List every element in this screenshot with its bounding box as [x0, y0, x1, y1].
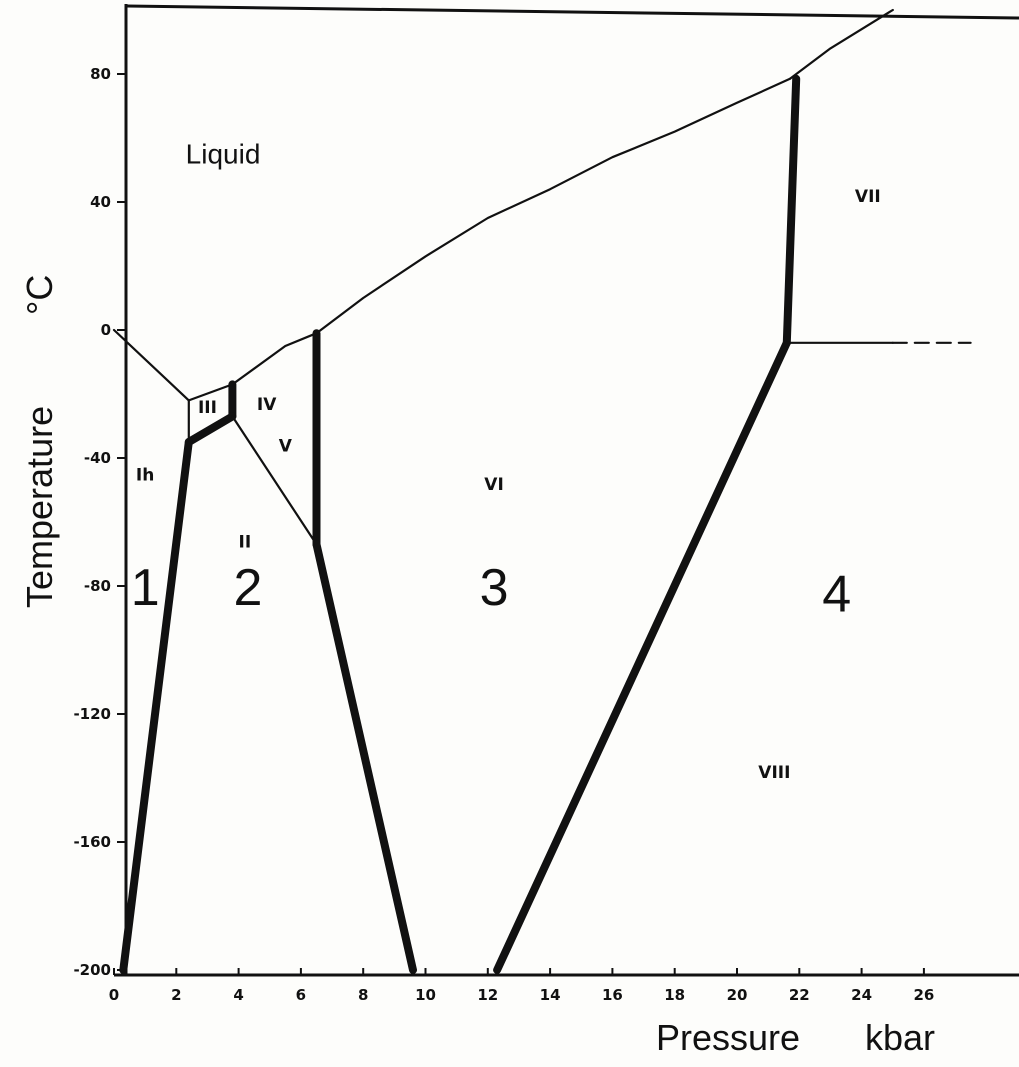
x-tick-label: 22 [789, 986, 810, 1004]
x-tick-label: 16 [602, 986, 623, 1004]
x-tick-label: 8 [358, 986, 368, 1004]
phase-label: Liquid [186, 139, 261, 170]
y-axis-unit: °C [19, 275, 60, 315]
x-tick-label: 2 [171, 986, 181, 1004]
boundary-VI-VIII [493, 338, 791, 974]
x-tick-label: 14 [540, 986, 561, 1004]
region-label: 3 [480, 559, 509, 617]
boundary-V-II [231, 415, 318, 546]
boundary-liquid-VII [788, 8, 894, 80]
x-axis-title: Pressure [656, 1017, 800, 1058]
y-tick-label: 40 [90, 193, 111, 211]
phase-label: II [239, 533, 252, 553]
boundary-liquid-Ih [112, 328, 190, 402]
x-tick-label: 12 [477, 986, 498, 1004]
x-tick-label: 18 [664, 986, 685, 1004]
region-label: 1 [131, 559, 160, 617]
phase-boundaries [112, 8, 972, 974]
y-tick-label: -40 [84, 449, 111, 467]
y-tick-label: -120 [73, 705, 111, 723]
y-tick-label: 80 [90, 65, 111, 83]
phase-label: VIII [758, 763, 790, 783]
top-border-line [125, 4, 1019, 20]
plot-frame [114, 4, 1019, 977]
boundary-liquid-VI [315, 77, 792, 335]
x-tick-label: 20 [727, 986, 748, 1004]
boundary-II-VI [312, 540, 417, 974]
x-tick-label: 24 [851, 986, 872, 1004]
region-label: 4 [822, 566, 851, 624]
boundary-liquid-III [187, 383, 234, 402]
y-axis-title: Temperature [19, 406, 60, 608]
phase-label: III [198, 398, 217, 418]
y-tick-label: -160 [73, 833, 111, 851]
x-axis-unit: kbar [865, 1017, 935, 1058]
phase-label: Ih [136, 465, 154, 485]
y-tick-label: -200 [73, 961, 111, 979]
boundary-III-II [184, 412, 237, 446]
boundary-liquid-V [231, 332, 318, 386]
y-tick-label: 0 [101, 321, 111, 339]
phase-label: VII [855, 187, 881, 207]
x-tick-label: 4 [233, 986, 243, 1004]
boundary-VI-VII [782, 74, 801, 347]
phase-label: VI [484, 475, 503, 495]
x-tick-label: 0 [109, 986, 119, 1004]
x-tick-label: 10 [415, 986, 436, 1004]
phase-label: IV [257, 395, 277, 415]
y-tick-label: -80 [84, 577, 111, 595]
x-tick-label: 26 [913, 986, 934, 1004]
boundary-Ih-II [119, 438, 193, 974]
phase-label: V [279, 437, 293, 457]
x-tick-label: 6 [296, 986, 306, 1004]
region-label: 2 [233, 559, 262, 617]
axis-ticks: 0 2 4 6 8 10 12 14 16 18 20 22 24 2680400-40-80-120-1… [73, 65, 934, 1004]
